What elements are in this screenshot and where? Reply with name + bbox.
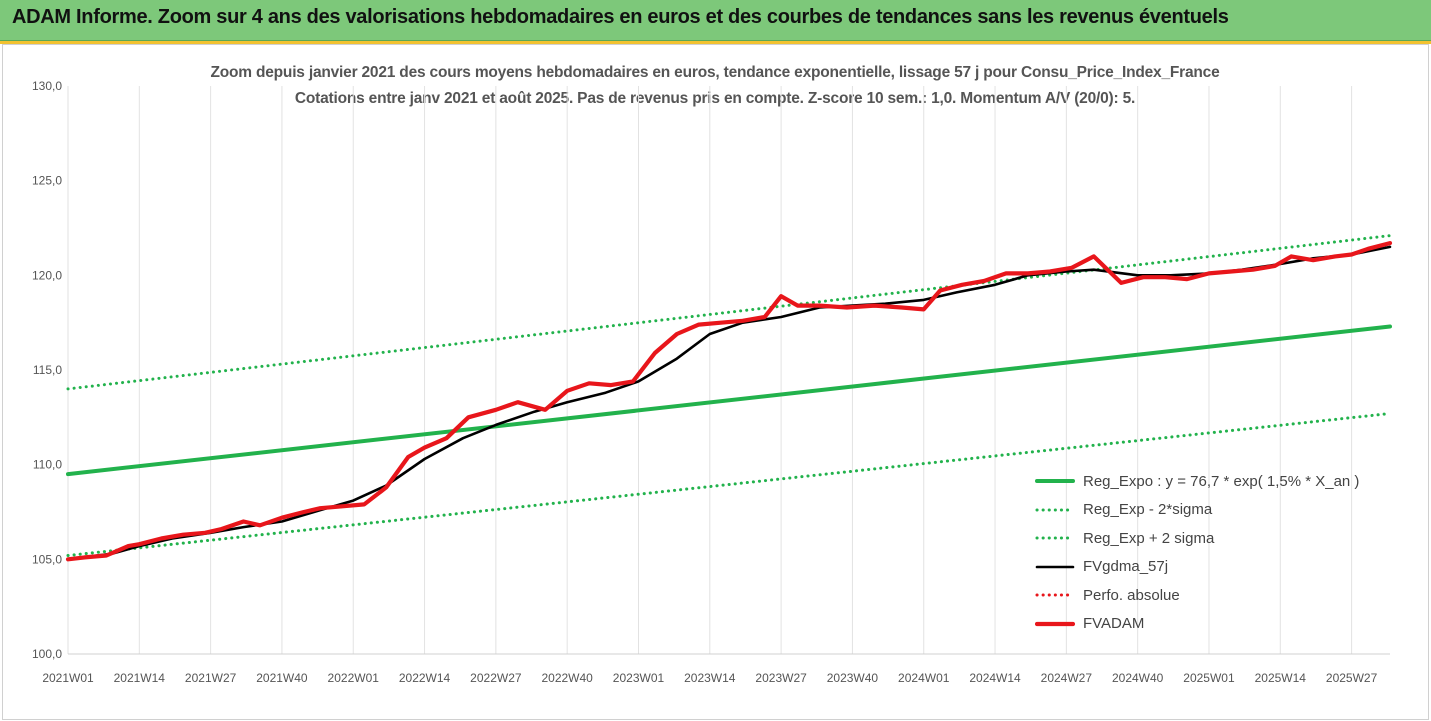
y-axis: 100,0 105,0 110,0 115,0 120,0 125,0 130,0	[32, 79, 62, 661]
y-tick-label: 120,0	[32, 268, 62, 282]
legend-item: Reg_Exp - 2*sigma	[1035, 496, 1395, 525]
series-group	[65, 234, 1393, 562]
y-tick-label: 130,0	[32, 79, 62, 93]
chart-title-line1: Zoom depuis janvier 2021 des cours moyen…	[210, 64, 1220, 81]
legend-label: Reg_Exp - 2*sigma	[1083, 501, 1213, 519]
chart-title-line2: Cotations entre janv 2021 et août 2025. …	[294, 90, 1136, 107]
x-tick-label: 2025W01	[1183, 671, 1235, 685]
legend-label: FVgdma_57j	[1083, 558, 1169, 576]
series-line-1	[66, 412, 1392, 557]
legend-label: FVADAM	[1083, 615, 1145, 633]
x-axis: 2021W01 2021W14 2021W27 2021W40 2022W01 2022W…	[42, 653, 1390, 685]
x-tick-label: 2024W14	[969, 671, 1021, 685]
legend-item: FVgdma_57j	[1035, 553, 1395, 582]
x-tick-label: 2021W14	[114, 671, 166, 685]
x-tick-label: 2025W27	[1326, 671, 1378, 685]
legend-item: Reg_Expo : y = 76,7 * exp( 1,5% * X_an )	[1035, 467, 1395, 496]
legend-swatch	[1035, 536, 1075, 540]
legend-swatch	[1035, 565, 1075, 569]
legend-item: FVADAM	[1035, 610, 1395, 639]
legend-label: Reg_Exp + 2 sigma	[1083, 529, 1215, 547]
x-tick-label: 2024W27	[1041, 671, 1093, 685]
legend-swatch	[1035, 479, 1075, 484]
grid-lines	[67, 86, 1353, 654]
y-tick-label: 125,0	[32, 174, 62, 188]
y-tick-label: 115,0	[33, 363, 62, 377]
series-line-0	[66, 324, 1392, 477]
x-tick-label: 2024W40	[1112, 671, 1164, 685]
x-tick-label: 2023W01	[613, 671, 665, 685]
legend-item: Perfo. absolue	[1035, 581, 1395, 610]
x-tick-label: 2024W01	[898, 671, 950, 685]
chart-frame	[2, 44, 1429, 720]
series-line-2	[66, 234, 1392, 391]
legend-swatch	[1035, 593, 1075, 597]
chart-title: Zoom depuis janvier 2021 des cours moyen…	[140, 60, 1290, 112]
x-tick-label: 2023W40	[827, 671, 879, 685]
legend-item: Reg_Exp + 2 sigma	[1035, 524, 1395, 553]
x-tick-label: 2022W01	[328, 671, 380, 685]
series-line-5	[65, 241, 1393, 562]
y-tick-label: 105,0	[32, 552, 62, 566]
y-tick-label: 110,0	[33, 458, 62, 472]
x-tick-label: 2025W14	[1255, 671, 1307, 685]
legend-swatch	[1035, 508, 1075, 512]
x-tick-label: 2022W14	[399, 671, 451, 685]
x-tick-label: 2021W01	[42, 671, 94, 685]
legend-label: Reg_Expo : y = 76,7 * exp( 1,5% * X_an )	[1083, 472, 1360, 490]
x-tick-label: 2021W40	[256, 671, 308, 685]
legend: Reg_Expo : y = 76,7 * exp( 1,5% * X_an )…	[1035, 467, 1395, 638]
legend-swatch	[1035, 621, 1075, 626]
x-tick-label: 2021W27	[185, 671, 237, 685]
x-tick-label: 2022W40	[541, 671, 593, 685]
header-divider	[0, 41, 1431, 44]
x-tick-label: 2023W27	[755, 671, 807, 685]
legend-label: Perfo. absolue	[1083, 586, 1180, 604]
x-tick-label: 2023W14	[684, 671, 736, 685]
page-title: ADAM Informe. Zoom sur 4 ans des valoris…	[12, 6, 1229, 28]
x-tick-label: 2022W27	[470, 671, 522, 685]
y-tick-label: 100,0	[32, 647, 62, 661]
header-bar: ADAM Informe. Zoom sur 4 ans des valoris…	[0, 0, 1431, 41]
